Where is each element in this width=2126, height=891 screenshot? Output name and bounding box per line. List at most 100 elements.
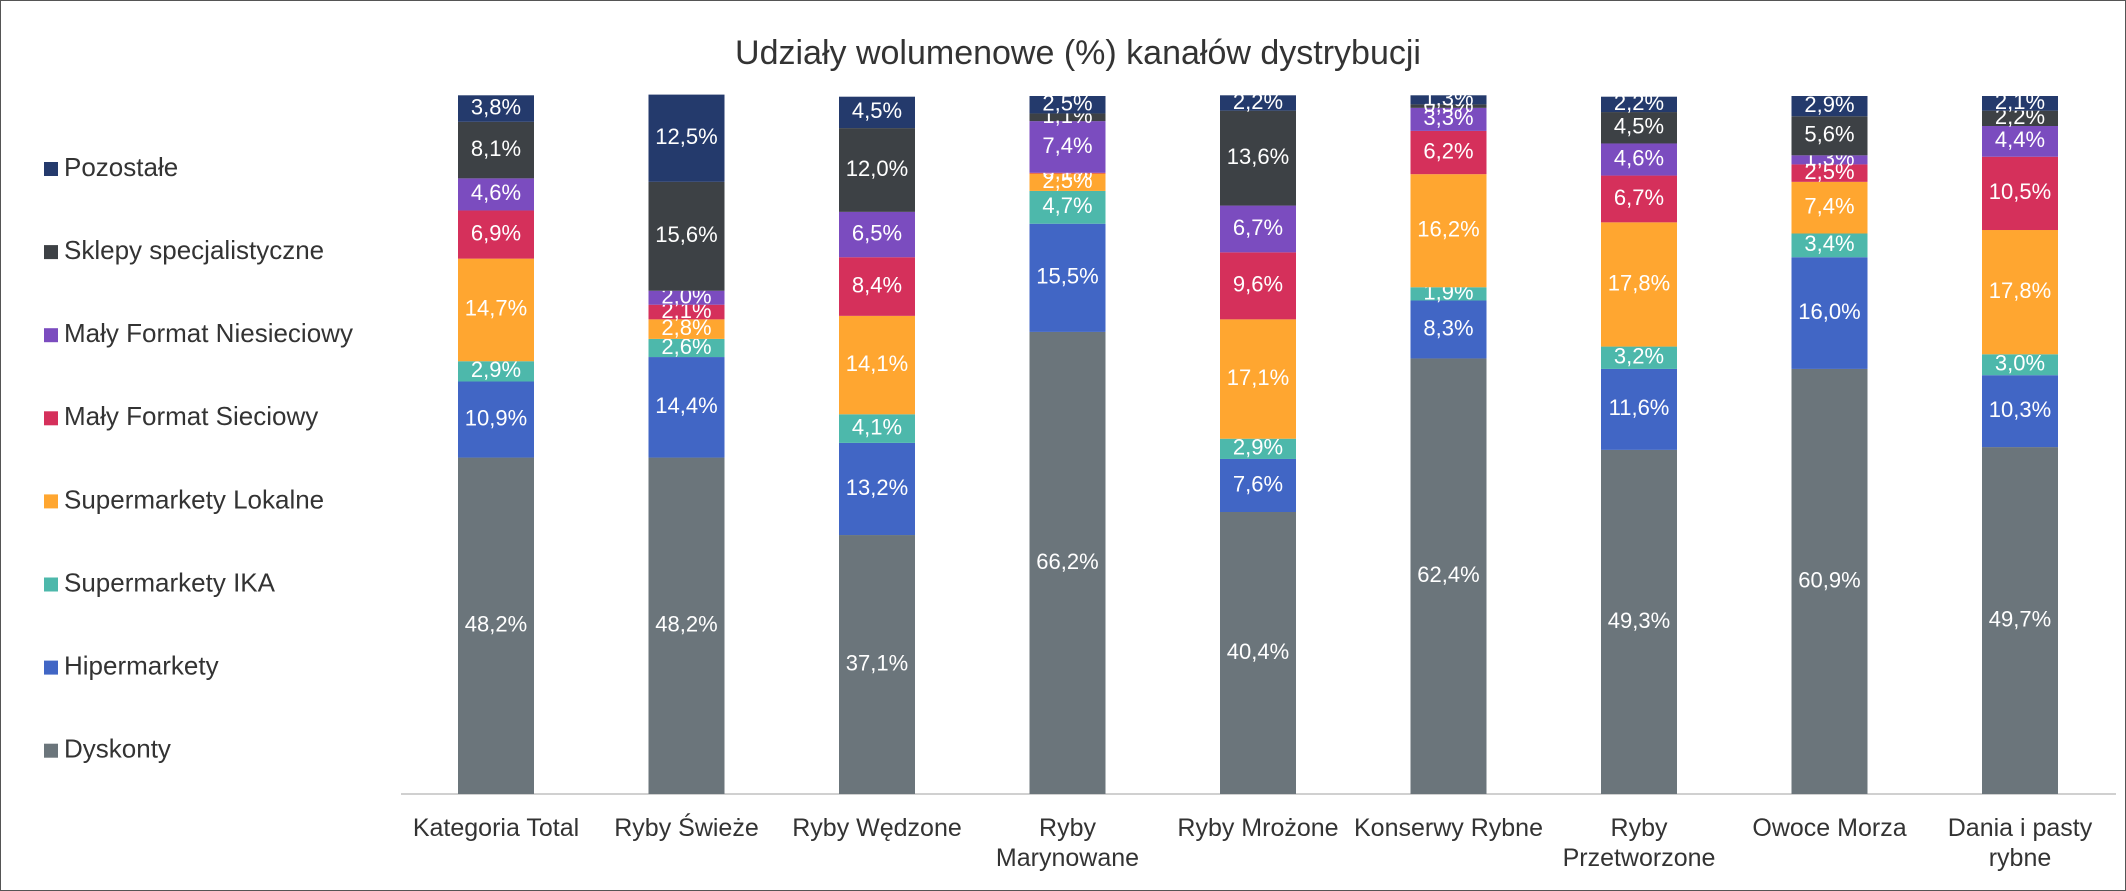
data-label: 49,3% [1608,608,1670,633]
data-label: 2,9% [471,357,521,382]
bar-segment [1791,181,1868,234]
data-label: 16,2% [1417,217,1479,242]
bar-segment [1791,164,1868,182]
bar-segment [1220,205,1296,253]
x-tick-label: Ryby Przetworzone [1562,814,1716,872]
bar-segment [648,181,725,291]
data-label: 10,3% [1989,397,2051,422]
data-label: 3,8% [471,94,521,119]
bar-segment [1791,257,1868,369]
data-label: 14,7% [465,296,527,321]
data-label: 4,4% [1995,127,2045,152]
data-label: 14,1% [846,351,908,376]
bar-segment [1410,107,1487,131]
bar-segment [1791,155,1868,165]
bar-segment [839,96,915,129]
bar-segment [458,121,534,179]
legend-label: Mały Format Sieciowy [64,401,318,431]
data-label: 12,5% [655,124,717,149]
data-label: 14,4% [655,393,717,418]
x-tick-label: Kategoria Total [412,814,580,842]
data-label: 4,5% [1614,114,1664,139]
data-label: 10,5% [1989,179,2051,204]
bar-segment [1601,346,1677,369]
data-label: 16,0% [1798,299,1860,324]
data-label: 10,9% [465,405,527,430]
bar-segment [458,361,534,382]
bar-segment [1982,126,2058,157]
bar-segment [1029,190,1106,224]
bar-segment [1982,230,2058,355]
bar-segment [1220,458,1296,513]
bar-segment [1601,143,1677,176]
bar-segment [1791,96,1868,117]
bar-segment [1220,95,1296,111]
data-label: 60,9% [1798,567,1860,592]
legend-swatch [44,411,58,426]
data-label: 6,5% [852,220,902,245]
bar-segment [1410,104,1487,108]
bar-segment [839,442,915,536]
data-label: 48,2% [655,612,717,637]
bar-segment [1601,112,1677,144]
bar-segment [1410,300,1487,359]
data-label: 7,4% [1042,133,1092,158]
bar-segment [1220,319,1296,439]
bar-segment [1029,173,1106,191]
legend-swatch [44,660,58,675]
legend-label: Hipermarkety [64,650,219,680]
bar-segment [1029,121,1106,173]
legend-label: Sklepy specjalistyczne [64,235,324,265]
bar-segment [648,457,725,794]
bar-segment [1220,252,1296,320]
data-label: 8,3% [1423,315,1473,340]
bar-segment [458,95,534,122]
bar-segment [1029,223,1106,332]
data-label: 48,2% [465,612,527,637]
bar-segment [458,381,534,458]
data-label: 6,9% [471,220,521,245]
data-label: 4,6% [471,180,521,205]
x-tick-label: Dania i pasty rybne [1947,814,2093,872]
bar-segment [1029,331,1106,794]
bar-segment [1982,96,2058,111]
bar-segment [1601,449,1677,794]
data-label: 5,6% [1804,122,1854,147]
bar-segment [1982,375,2058,448]
x-tick-label: Ryby Mrożone [1177,814,1339,842]
bar-segment [1791,368,1868,794]
x-tick-label: Owoce Morza [1752,814,1907,842]
bar-segment [648,357,725,458]
data-label: 4,6% [1614,145,1664,170]
bar-segment [1029,96,1106,114]
data-label: 11,6% [1609,395,1670,420]
data-label: 17,8% [1989,278,2051,303]
data-label: 13,6% [1227,144,1289,169]
bar-segment [1601,222,1677,347]
data-label: 6,7% [1233,215,1283,240]
data-label: 3,4% [1804,231,1854,256]
data-label: 4,7% [1042,193,1092,218]
chart-title: Udziały wolumenowe (%) kanałów dystrybuc… [735,34,1421,72]
bar-segment [648,338,725,358]
bar-segment [458,178,534,211]
bar-segment [1410,358,1487,794]
bar-segment [648,304,725,320]
data-label: 2,9% [1804,92,1854,117]
data-label: 15,6% [655,222,717,247]
data-label: 3,3% [1423,105,1473,130]
data-label: 17,8% [1608,270,1670,295]
data-label: 6,7% [1614,185,1664,210]
bar-segment [839,257,915,316]
data-label: 66,2% [1036,549,1098,574]
bar-segment [839,211,915,258]
x-tick-label: Ryby Świeże [614,814,759,842]
legend-swatch [44,743,58,758]
bar-segment [458,210,534,259]
bar-segment [1029,172,1106,174]
bar-segment [1601,96,1677,113]
bar-segment [839,535,915,794]
bar-segment [1791,233,1868,258]
data-label: 37,1% [846,650,908,675]
data-label: 17,1% [1227,365,1289,390]
